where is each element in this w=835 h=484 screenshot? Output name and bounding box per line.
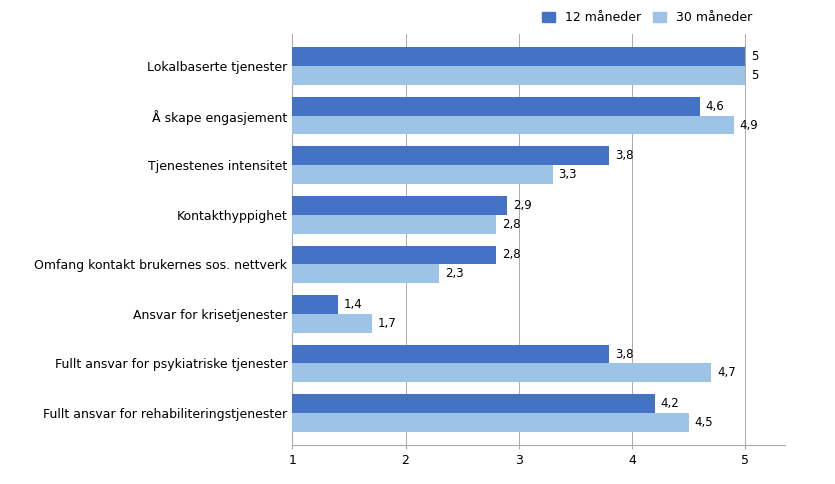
Text: 4,5: 4,5: [694, 416, 713, 429]
Bar: [292, 196, 508, 215]
Text: 4,2: 4,2: [660, 397, 679, 410]
Text: 2,3: 2,3: [445, 267, 463, 280]
Bar: [292, 363, 711, 382]
Bar: [292, 165, 553, 184]
Bar: [292, 215, 496, 234]
Text: 3,8: 3,8: [615, 149, 634, 162]
Bar: [292, 345, 610, 363]
Bar: [292, 314, 372, 333]
Text: 5: 5: [751, 50, 758, 63]
Bar: [292, 66, 746, 85]
Text: 1,7: 1,7: [377, 317, 396, 330]
Text: 4,6: 4,6: [706, 100, 725, 113]
Text: 4,7: 4,7: [717, 366, 736, 379]
Text: 2,9: 2,9: [513, 199, 532, 212]
Bar: [292, 146, 610, 165]
Bar: [292, 295, 337, 314]
Bar: [292, 394, 655, 413]
Bar: [292, 264, 439, 283]
Text: 1,4: 1,4: [343, 298, 362, 311]
Bar: [292, 413, 689, 432]
Bar: [292, 97, 700, 116]
Text: 2,8: 2,8: [502, 248, 520, 261]
Text: 4,9: 4,9: [740, 119, 758, 132]
Text: 3,3: 3,3: [559, 168, 577, 181]
Legend: 12 måneder, 30 måneder: 12 måneder, 30 måneder: [542, 11, 752, 24]
Bar: [292, 47, 746, 66]
Text: 3,8: 3,8: [615, 348, 634, 361]
Bar: [292, 116, 734, 135]
Text: 2,8: 2,8: [502, 218, 520, 231]
Text: 5: 5: [751, 69, 758, 82]
Bar: [292, 245, 496, 264]
